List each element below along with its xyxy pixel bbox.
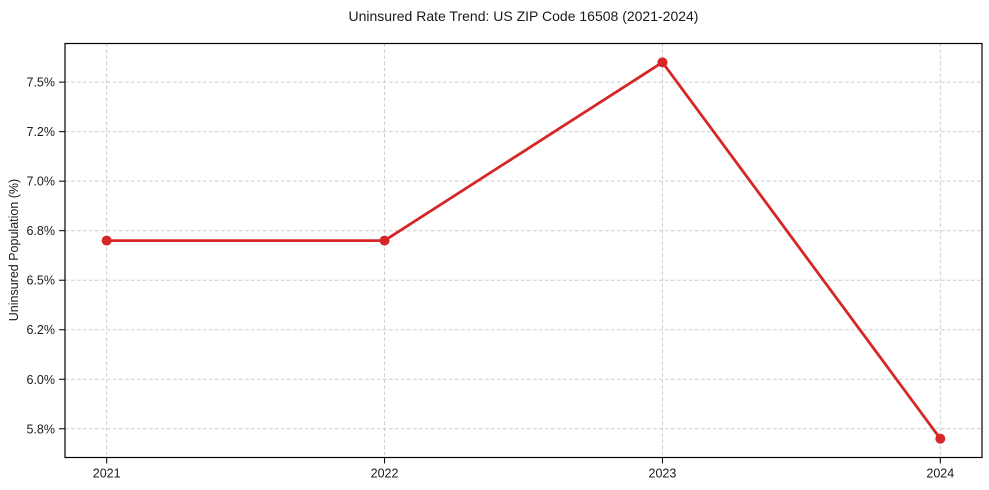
x-tick-label: 2022 bbox=[371, 467, 399, 481]
y-tick-label: 5.8% bbox=[27, 422, 56, 436]
y-tick-label: 7.5% bbox=[27, 76, 56, 90]
y-tick-label: 6.8% bbox=[27, 224, 56, 238]
x-tick-label: 2024 bbox=[926, 467, 954, 481]
x-tick-label: 2021 bbox=[93, 467, 121, 481]
x-tick-label: 2023 bbox=[649, 467, 677, 481]
data-point bbox=[379, 235, 390, 246]
y-tick-label: 7.2% bbox=[27, 125, 56, 139]
y-axis-label: Uninsured Population (%) bbox=[7, 178, 21, 322]
y-tick-label: 6.5% bbox=[27, 274, 56, 288]
data-point bbox=[935, 433, 946, 444]
y-tick-label: 6.0% bbox=[27, 373, 56, 387]
y-tick-label: 7.0% bbox=[27, 175, 56, 189]
data-point bbox=[657, 57, 668, 68]
y-tick-label: 6.2% bbox=[27, 323, 56, 337]
chart-title: Uninsured Rate Trend: US ZIP Code 16508 … bbox=[348, 8, 699, 24]
trend-line bbox=[105, 60, 942, 441]
data-point bbox=[101, 235, 112, 246]
axes-frame bbox=[64, 42, 983, 459]
